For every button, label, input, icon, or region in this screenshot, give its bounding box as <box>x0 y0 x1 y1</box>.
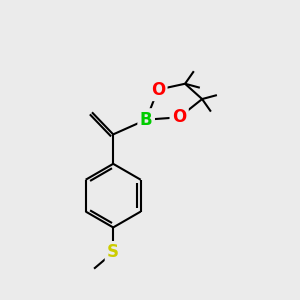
Text: O: O <box>172 108 186 126</box>
Text: S: S <box>107 244 119 262</box>
Text: B: B <box>140 111 152 129</box>
Text: O: O <box>151 81 165 99</box>
